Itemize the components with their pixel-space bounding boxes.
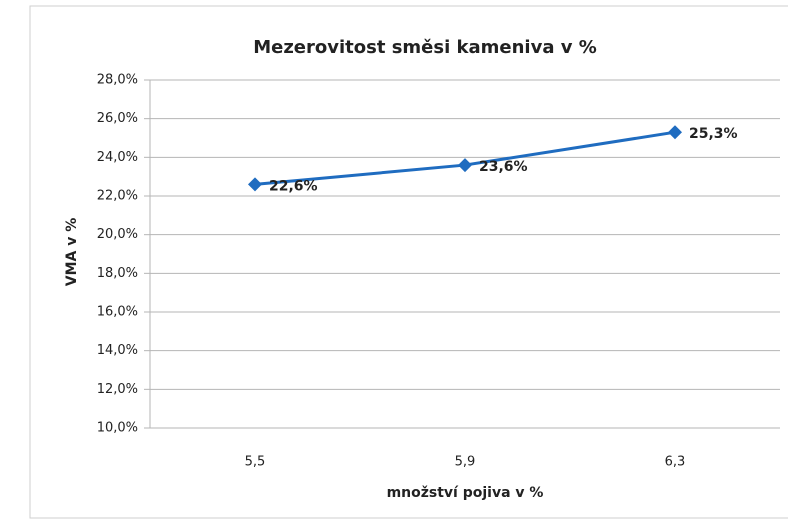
y-tick-label: 16,0%	[97, 305, 138, 320]
data-label: 25,3%	[689, 126, 738, 142]
y-tick-label: 12,0%	[97, 382, 138, 397]
x-axis-label: množství pojiva v %	[387, 485, 544, 501]
marker	[458, 158, 472, 173]
data-label: 22,6%	[269, 178, 318, 194]
x-tick-label: 5,5	[245, 455, 266, 470]
y-tick-label: 26,0%	[97, 111, 138, 126]
y-tick-label: 22,0%	[97, 189, 138, 204]
x-tick-label: 6,3	[665, 455, 686, 470]
y-tick-label: 20,0%	[97, 227, 138, 242]
marker	[668, 125, 682, 140]
marker	[248, 177, 262, 192]
y-tick-label: 10,0%	[97, 421, 138, 436]
x-tick-label: 5,9	[455, 455, 476, 470]
chart-title: Mezerovitost směsi kameniva v %	[253, 37, 597, 58]
y-tick-label: 18,0%	[97, 266, 138, 281]
y-tick-label: 24,0%	[97, 150, 138, 165]
chart-frame	[29, 5, 788, 519]
y-axis-label: VMA v %	[64, 218, 80, 287]
data-label: 23,6%	[479, 159, 528, 175]
y-tick-label: 14,0%	[97, 343, 138, 358]
y-tick-label: 28,0%	[97, 73, 138, 88]
